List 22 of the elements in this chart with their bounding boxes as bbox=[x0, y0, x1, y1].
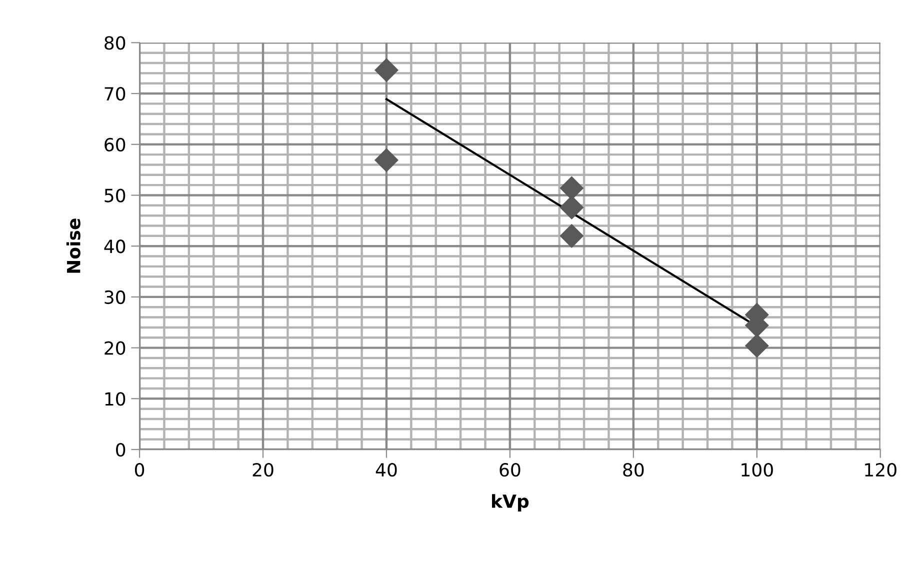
x-tick-label: 20 bbox=[252, 463, 274, 477]
x-tick-label: 0 bbox=[134, 463, 144, 477]
y-tick-label: 50 bbox=[104, 188, 126, 202]
point bbox=[374, 58, 399, 82]
x-tick-label: 40 bbox=[376, 463, 397, 477]
x-tick-label: 80 bbox=[623, 463, 644, 477]
point bbox=[374, 148, 399, 172]
y-tick-label: 10 bbox=[105, 392, 126, 406]
y-tick-label: 20 bbox=[104, 341, 126, 355]
x-axis-title: kVp bbox=[492, 494, 529, 512]
x-tick-label: 100 bbox=[742, 463, 773, 477]
point bbox=[744, 334, 769, 358]
y-tick-label: 80 bbox=[104, 36, 126, 50]
y-tick-label: 70 bbox=[104, 86, 126, 101]
y-tick-label: 60 bbox=[104, 138, 126, 152]
y-tick-label: 30 bbox=[104, 290, 126, 304]
x-tick-label: 120 bbox=[865, 463, 896, 477]
y-axis-title: Noise bbox=[66, 218, 80, 273]
point bbox=[560, 224, 584, 248]
y-tick-label: 40 bbox=[104, 240, 126, 254]
y-tick-label: 0 bbox=[116, 442, 126, 457]
x-tick-label: 60 bbox=[500, 463, 520, 477]
